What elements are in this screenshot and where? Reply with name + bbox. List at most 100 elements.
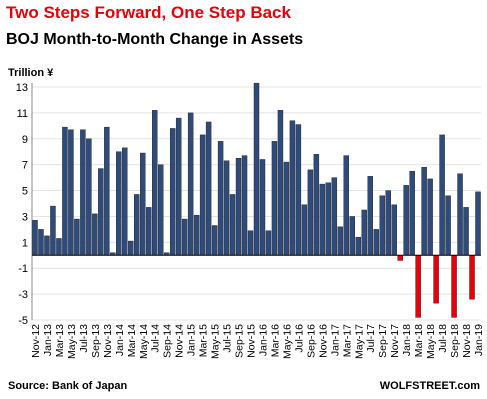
x-tick-label: Sep-14 [162, 324, 174, 358]
bar [193, 214, 200, 256]
bar [463, 207, 469, 256]
bar [427, 178, 433, 256]
x-tick-label: Jul-18 [437, 324, 449, 353]
bar [295, 124, 302, 256]
chart-title: Two Steps Forward, One Step Back [6, 3, 292, 22]
bar [56, 238, 62, 256]
bar [391, 204, 397, 256]
bar [433, 255, 439, 304]
x-tick-label: Mar-13 [54, 324, 66, 357]
x-tick-label: Nov-18 [461, 324, 473, 358]
bar [229, 194, 236, 256]
x-tick-label: Mar-16 [269, 324, 281, 357]
bar [247, 230, 254, 256]
x-tick-label: Nov-15 [246, 324, 258, 358]
bar [235, 157, 242, 256]
x-tick-label: Jan-17 [329, 324, 341, 356]
bar [451, 255, 457, 318]
bar [367, 176, 373, 256]
x-tick-label: May-18 [425, 324, 437, 359]
bar [32, 220, 38, 256]
bar [134, 194, 140, 256]
y-tick-label: 11 [17, 108, 28, 120]
chart-subtitle: BOJ Month-to-Month Change in Assets [6, 31, 303, 48]
x-tick-label: Nov-12 [30, 324, 42, 358]
bar [217, 141, 224, 256]
bar [62, 126, 68, 256]
x-tick-label: Jan-15 [186, 324, 198, 356]
bar [74, 218, 80, 256]
x-tick-label: Nov-17 [389, 324, 401, 358]
x-tick-label: May-14 [138, 324, 150, 359]
y-tick-label: 5 [22, 186, 28, 198]
bar [140, 152, 146, 256]
bar [223, 160, 230, 256]
bar [152, 110, 158, 256]
bar [319, 183, 326, 256]
y-tick-label: 1 [22, 237, 28, 249]
x-tick-label: Jul-14 [150, 324, 162, 353]
bar [337, 226, 344, 256]
bar [44, 235, 50, 256]
bar [253, 82, 260, 256]
bar [439, 134, 445, 256]
bar [397, 255, 403, 261]
bar [98, 168, 104, 256]
bar [361, 209, 367, 256]
bar [122, 147, 128, 256]
bar [68, 129, 74, 256]
bar [325, 182, 332, 256]
bar [271, 141, 278, 256]
bar [403, 185, 409, 256]
bar [265, 230, 272, 256]
bar [92, 213, 98, 256]
bar [181, 218, 188, 256]
x-tick-label: Sep-17 [377, 324, 389, 358]
x-tick-label: May-16 [281, 324, 293, 359]
y-tick-label: -5 [18, 315, 28, 327]
bar [301, 204, 308, 256]
y-tick-label: 7 [22, 160, 28, 172]
x-tick-label: Mar-15 [198, 324, 210, 357]
bar [187, 112, 194, 256]
x-tick-label: Mar-14 [126, 324, 138, 357]
bar [146, 207, 152, 256]
bar [469, 255, 475, 300]
x-tick-label: Jan-16 [257, 324, 269, 356]
bar [86, 138, 92, 256]
bar [80, 129, 86, 256]
x-tick-label: Mar-17 [341, 324, 353, 357]
bar [199, 134, 206, 256]
x-tick-label: Jul-16 [293, 324, 305, 353]
x-tick-label: Jul-15 [222, 324, 234, 353]
bar [307, 169, 314, 256]
x-tick-label: May-15 [210, 324, 222, 359]
source: Source: Bank of Japan [8, 380, 127, 392]
bar [475, 191, 481, 256]
x-tick-label: Jan-19 [473, 324, 485, 356]
bar [385, 190, 391, 256]
x-tick-label: Jul-17 [365, 324, 377, 353]
bar [313, 154, 320, 256]
bar [289, 120, 296, 256]
bar [128, 240, 134, 256]
bar [104, 126, 110, 256]
bar [169, 128, 176, 256]
x-tick-label: Sep-15 [234, 324, 246, 358]
x-tick-label: Nov-14 [174, 324, 186, 358]
bar [283, 161, 290, 256]
bar [349, 216, 356, 256]
bar [355, 236, 361, 256]
bar [38, 229, 44, 256]
x-tick-label: Nov-13 [102, 324, 114, 358]
x-tick-label: Nov-16 [317, 324, 329, 358]
x-tick-label: Jan-18 [401, 324, 413, 356]
y-tick-label: 3 [22, 211, 28, 223]
bar [241, 155, 248, 256]
bar [175, 117, 182, 256]
bar [116, 151, 122, 256]
x-tick-label: Jan-14 [114, 324, 126, 356]
x-tick-label: Sep-18 [449, 324, 461, 358]
bar [157, 164, 164, 256]
bar [50, 205, 56, 256]
